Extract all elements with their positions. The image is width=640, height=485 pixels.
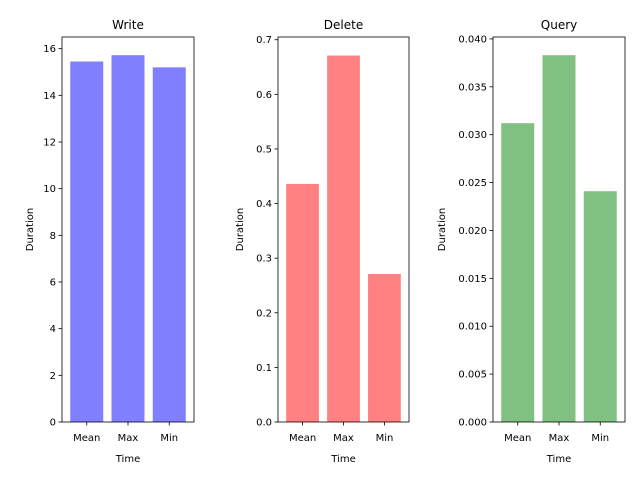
x-tick-label-delete: Min: [376, 433, 394, 444]
x-axis-label-write: Time: [115, 454, 140, 465]
x-tick-label-query: Min: [591, 433, 609, 444]
bar-query-max: [542, 55, 576, 422]
y-tick-label-query: 0.015: [458, 274, 487, 285]
y-tick-label-write: 16: [43, 44, 56, 55]
y-tick-label-query: 0.035: [458, 82, 487, 93]
y-tick-label-delete: 0.3: [256, 254, 272, 265]
y-tick-label-query: 0.030: [458, 130, 487, 141]
y-tick-label-delete: 0.5: [256, 144, 272, 155]
subplot-delete: 0.0 0.1 0.2 0.3 0.4 0.5 0.6 0.7 Mean Max Min Delete…: [235, 18, 410, 465]
x-tick-label-delete: Mean: [289, 433, 316, 444]
x-tick-label-write: Min: [160, 433, 178, 444]
y-tick-label-write: 2: [50, 371, 56, 382]
y-tick-label-query: 0.000: [458, 418, 487, 429]
subplot-query: 0.000 0.005 0.010 0.015 0.020 0.025 0.030 0.035…: [437, 18, 626, 465]
bar-write-max: [111, 55, 145, 422]
bar-delete-mean: [286, 183, 319, 422]
y-axis-label-write: Duration: [25, 208, 36, 251]
y-tick-label-write: 8: [50, 231, 56, 242]
x-axis-label-query: Time: [546, 454, 571, 465]
y-tick-label-write: 14: [43, 91, 56, 102]
y-tick-label-query: 0.040: [458, 34, 487, 45]
subplot-title-write: Write: [112, 18, 144, 32]
bar-delete-min: [368, 274, 401, 422]
bar-delete-max: [327, 55, 360, 422]
y-tick-label-query: 0.025: [458, 178, 487, 189]
x-axis-label-delete: Time: [330, 454, 355, 465]
y-tick-label-write: 6: [50, 278, 56, 289]
subplot-title-delete: Delete: [324, 18, 363, 32]
bar-write-mean: [70, 61, 104, 422]
y-axis-label-query: Duration: [437, 208, 448, 251]
y-tick-label-delete: 0.0: [256, 418, 272, 429]
y-tick-label-delete: 0.2: [256, 308, 272, 319]
x-tick-label-query: Max: [549, 433, 570, 444]
y-tick-label-query: 0.005: [458, 370, 487, 381]
x-tick-label-write: Max: [118, 433, 139, 444]
bar-query-mean: [501, 123, 535, 422]
x-tick-label-write: Mean: [73, 433, 100, 444]
y-axis-label-delete: Duration: [235, 208, 246, 251]
x-tick-label-delete: Max: [333, 433, 354, 444]
y-tick-label-delete: 0.6: [256, 90, 272, 101]
bar-write-min: [152, 67, 186, 422]
y-tick-label-delete: 0.4: [256, 199, 272, 210]
y-tick-label-write: 12: [43, 138, 56, 149]
y-tick-label-write: 10: [43, 184, 56, 195]
y-tick-label-delete: 0.1: [256, 363, 272, 374]
subplot-write: 0 2 4 6 8 10 12 14 16 Mean Max Min Write Time Duration: [25, 18, 195, 465]
subplot-title-query: Query: [541, 18, 577, 32]
x-tick-label-query: Mean: [504, 433, 531, 444]
y-tick-label-write: 4: [50, 324, 56, 335]
y-tick-label-write: 0: [50, 418, 56, 429]
y-tick-label-query: 0.010: [458, 322, 487, 333]
y-tick-label-query: 0.020: [458, 226, 487, 237]
y-tick-label-delete: 0.7: [256, 35, 272, 46]
bar-query-min: [583, 191, 617, 422]
